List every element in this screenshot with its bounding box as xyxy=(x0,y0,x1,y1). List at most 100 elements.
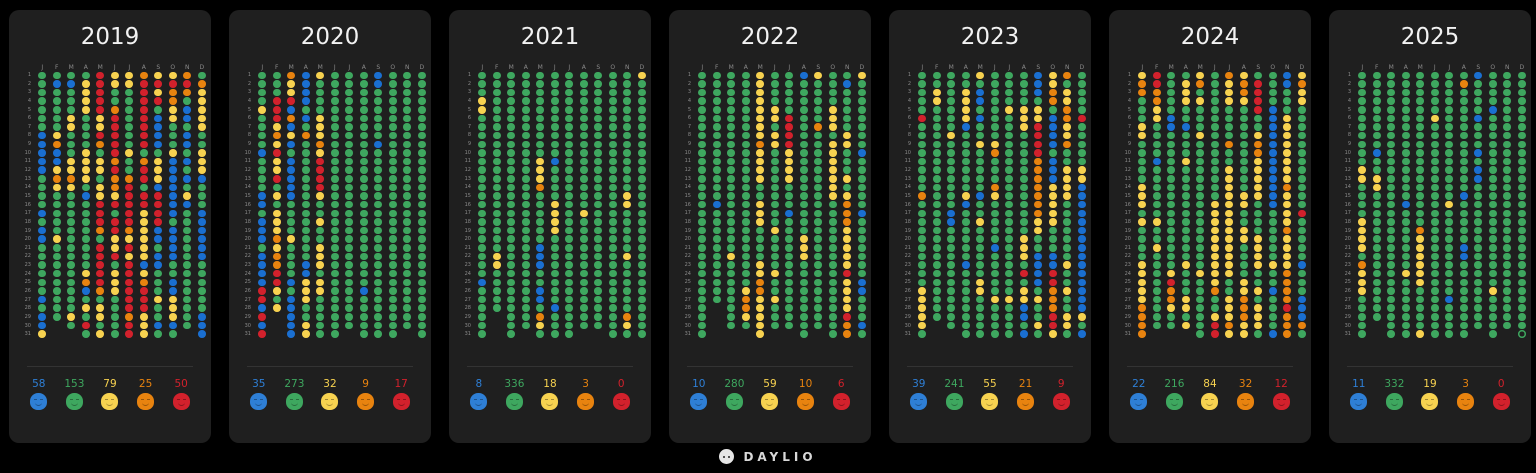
day-mood-dot[interactable] xyxy=(81,114,90,123)
day-mood-dot[interactable] xyxy=(1401,183,1410,192)
day-mood-dot[interactable] xyxy=(1401,261,1410,269)
day-mood-dot[interactable] xyxy=(976,295,985,304)
day-mood-dot[interactable] xyxy=(403,192,412,200)
day-mood-dot[interactable] xyxy=(799,244,808,252)
day-mood-dot[interactable] xyxy=(1488,71,1497,80)
day-mood-dot[interactable] xyxy=(301,157,310,166)
day-mood-dot[interactable] xyxy=(756,278,765,287)
day-mood-dot[interactable] xyxy=(770,295,779,304)
day-mood-dot[interactable] xyxy=(258,235,267,243)
day-mood-dot[interactable] xyxy=(1048,88,1057,97)
day-mood-dot[interactable] xyxy=(301,287,310,295)
day-mood-dot[interactable] xyxy=(727,106,736,114)
day-mood-dot[interactable] xyxy=(1283,88,1292,97)
day-mood-dot[interactable] xyxy=(403,287,412,295)
day-mood-dot[interactable] xyxy=(52,304,61,312)
day-mood-dot[interactable] xyxy=(1210,200,1219,209)
day-mood-dot[interactable] xyxy=(1517,226,1526,235)
day-mood-dot[interactable] xyxy=(1430,114,1439,123)
day-mood-dot[interactable] xyxy=(1034,244,1043,252)
day-mood-dot[interactable] xyxy=(1152,261,1161,269)
day-mood-dot[interactable] xyxy=(388,330,397,338)
day-mood-dot[interactable] xyxy=(1459,114,1468,123)
day-mood-dot[interactable] xyxy=(814,106,823,114)
day-mood-dot[interactable] xyxy=(168,252,177,261)
day-mood-dot[interactable] xyxy=(403,244,412,252)
day-mood-dot[interactable] xyxy=(990,157,999,166)
day-mood-dot[interactable] xyxy=(1152,123,1161,131)
day-mood-dot[interactable] xyxy=(799,209,808,218)
day-mood-dot[interactable] xyxy=(388,313,397,321)
day-mood-dot[interactable] xyxy=(637,278,646,287)
day-mood-dot[interactable] xyxy=(110,114,119,123)
day-mood-dot[interactable] xyxy=(272,114,281,123)
day-mood-dot[interactable] xyxy=(918,88,927,97)
day-mood-dot[interactable] xyxy=(139,209,148,218)
day-mood-dot[interactable] xyxy=(1138,157,1147,166)
day-mood-dot[interactable] xyxy=(1063,80,1072,88)
day-mood-dot[interactable] xyxy=(374,140,383,149)
day-mood-dot[interactable] xyxy=(1077,140,1086,149)
day-mood-dot[interactable] xyxy=(712,114,721,123)
day-mood-dot[interactable] xyxy=(1034,278,1043,287)
day-mood-dot[interactable] xyxy=(1387,269,1396,278)
day-mood-dot[interactable] xyxy=(608,252,617,261)
day-mood-dot[interactable] xyxy=(81,192,90,200)
day-mood-dot[interactable] xyxy=(1152,140,1161,149)
day-mood-dot[interactable] xyxy=(1401,80,1410,88)
day-mood-dot[interactable] xyxy=(258,287,267,295)
day-mood-dot[interactable] xyxy=(727,295,736,304)
day-mood-dot[interactable] xyxy=(1034,88,1043,97)
day-mood-dot[interactable] xyxy=(1254,80,1263,88)
day-mood-dot[interactable] xyxy=(1225,71,1234,80)
day-mood-dot[interactable] xyxy=(961,313,970,321)
day-mood-dot[interactable] xyxy=(1297,88,1306,97)
day-mood-dot[interactable] xyxy=(110,192,119,200)
day-mood-dot[interactable] xyxy=(1034,123,1043,131)
day-mood-dot[interactable] xyxy=(417,71,426,80)
day-mood-dot[interactable] xyxy=(1063,287,1072,295)
day-mood-dot[interactable] xyxy=(785,261,794,269)
day-mood-dot[interactable] xyxy=(1019,330,1028,338)
day-mood-dot[interactable] xyxy=(1358,304,1367,312)
day-mood-dot[interactable] xyxy=(521,244,530,252)
day-mood-dot[interactable] xyxy=(1210,192,1219,200)
day-mood-dot[interactable] xyxy=(1358,313,1367,321)
day-mood-dot[interactable] xyxy=(1167,313,1176,321)
day-mood-dot[interactable] xyxy=(1210,166,1219,174)
day-mood-dot[interactable] xyxy=(536,123,545,131)
day-mood-dot[interactable] xyxy=(183,80,192,88)
day-mood-dot[interactable] xyxy=(258,71,267,80)
day-mood-dot[interactable] xyxy=(828,149,837,157)
day-mood-dot[interactable] xyxy=(770,166,779,174)
day-mood-dot[interactable] xyxy=(345,287,354,295)
day-mood-dot[interactable] xyxy=(918,149,927,157)
day-mood-dot[interactable] xyxy=(1283,269,1292,278)
day-mood-dot[interactable] xyxy=(550,183,559,192)
day-mood-dot[interactable] xyxy=(828,330,837,338)
day-mood-dot[interactable] xyxy=(110,295,119,304)
day-mood-dot[interactable] xyxy=(272,295,281,304)
day-mood-dot[interactable] xyxy=(1503,235,1512,243)
day-mood-dot[interactable] xyxy=(727,175,736,183)
day-mood-dot[interactable] xyxy=(1459,166,1468,174)
day-mood-dot[interactable] xyxy=(183,192,192,200)
day-mood-dot[interactable] xyxy=(770,106,779,114)
day-mood-dot[interactable] xyxy=(550,149,559,157)
day-mood-dot[interactable] xyxy=(1268,123,1277,131)
day-mood-dot[interactable] xyxy=(565,252,574,261)
day-mood-dot[interactable] xyxy=(403,226,412,235)
day-mood-dot[interactable] xyxy=(1503,183,1512,192)
day-mood-dot[interactable] xyxy=(579,157,588,166)
day-mood-dot[interactable] xyxy=(359,218,368,226)
day-mood-dot[interactable] xyxy=(1297,123,1306,131)
day-mood-dot[interactable] xyxy=(81,218,90,226)
day-mood-dot[interactable] xyxy=(1210,287,1219,295)
day-mood-dot[interactable] xyxy=(756,114,765,123)
day-mood-dot[interactable] xyxy=(38,97,47,105)
day-mood-dot[interactable] xyxy=(1283,106,1292,114)
day-mood-dot[interactable] xyxy=(579,304,588,312)
day-mood-dot[interactable] xyxy=(1401,97,1410,105)
day-mood-dot[interactable] xyxy=(594,97,603,105)
day-mood-dot[interactable] xyxy=(1005,71,1014,80)
